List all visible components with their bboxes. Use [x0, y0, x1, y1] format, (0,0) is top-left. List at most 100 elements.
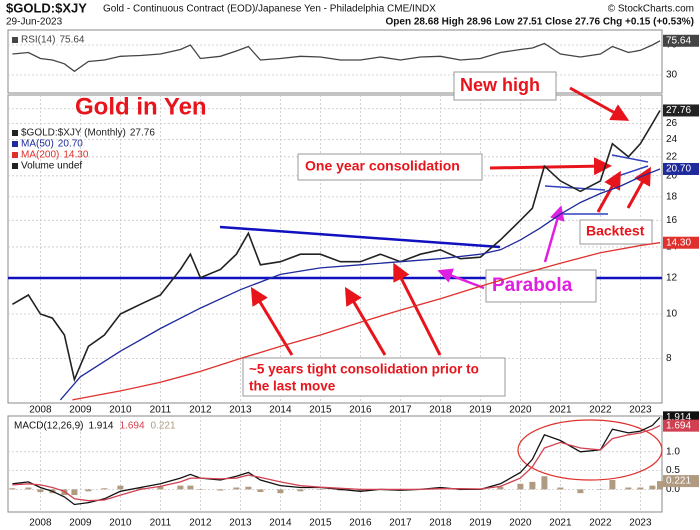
y-tick-label: 30 [666, 70, 678, 81]
legend-swatch [12, 152, 18, 158]
y-tick-label: 20 [666, 170, 678, 181]
legend-value: 1.914 [88, 421, 113, 432]
series-line [12, 425, 661, 502]
y-tick-label: 0.0 [666, 484, 680, 495]
last-value-label: 1.694 [666, 420, 691, 431]
x-tick-label: 2021 [549, 518, 572, 529]
legend-value: 1.694 [120, 421, 145, 432]
x-tick-label: 2022 [589, 405, 612, 416]
y-tick-label: 18 [666, 191, 678, 202]
histogram-bar [25, 487, 32, 490]
annotation-five-years: ~5 years tight consolidation prior to [249, 362, 479, 377]
x-tick-label: 2015 [309, 405, 332, 416]
histogram-bar [177, 485, 184, 490]
histogram-bar [609, 480, 616, 490]
last-value-label: 0.221 [666, 476, 691, 487]
legend-value: 27.76 [130, 128, 155, 139]
annotation-box [297, 153, 483, 181]
legend-swatch [12, 163, 18, 169]
y-tick-label: 10 [666, 309, 678, 320]
x-tick-label: 2023 [629, 518, 652, 529]
last-value-box [663, 162, 699, 175]
last-value-box [663, 236, 699, 249]
last-value-label: 1.914 [666, 412, 691, 423]
histogram-bar [71, 489, 78, 496]
histogram-bar [101, 488, 108, 490]
x-tick-label: 2019 [469, 518, 492, 529]
last-value-label: 75.64 [666, 35, 691, 46]
x-tick-label: 2020 [509, 518, 532, 529]
annotation-one-year: One year consolidation [305, 158, 460, 174]
histogram-bar [233, 487, 240, 490]
y-tick-label: 1.0 [666, 446, 680, 457]
y-tick-label: 12 [666, 272, 678, 283]
x-tick-label: 2012 [189, 518, 212, 529]
legend-label: MA(50) [21, 139, 54, 150]
y-tick-label: 8 [666, 353, 672, 364]
annotation-parabola: Parabola [492, 275, 573, 296]
histogram-bar [61, 489, 68, 496]
last-value-label: 20.70 [666, 164, 691, 175]
x-tick-label: 2009 [69, 405, 92, 416]
last-value-box [663, 104, 699, 117]
last-value-label: 27.76 [666, 105, 691, 116]
histogram-bar [497, 486, 504, 490]
histogram-bar [657, 481, 663, 490]
annotation-box [485, 269, 597, 303]
histogram-bar [597, 489, 604, 490]
x-tick-label: 2014 [269, 405, 292, 416]
x-tick-label: 2012 [189, 405, 212, 416]
legend-value: 75.64 [59, 35, 84, 46]
x-tick-label: 2008 [29, 518, 52, 529]
legend-label: MACD(12,26,9) [14, 421, 83, 432]
histogram-bar [357, 489, 364, 492]
legend-swatch [12, 130, 18, 136]
x-tick-label: 2018 [429, 405, 452, 416]
annotation-five-years: the last move [249, 379, 336, 394]
last-value-box [663, 475, 699, 488]
x-tick-label: 2010 [109, 518, 132, 529]
histogram-bar [529, 481, 536, 490]
x-tick-label: 2015 [309, 518, 332, 529]
histogram-bar [217, 489, 224, 491]
y-tick-label: 16 [666, 215, 678, 226]
symbol: $GOLD:$XJY [6, 0, 87, 15]
annotation-backtest: Backtest [586, 223, 645, 239]
histogram-bar [9, 488, 16, 490]
legend-label: RSI(14) [21, 35, 55, 46]
histogram-bar [317, 489, 324, 490]
histogram-bar [557, 487, 564, 490]
x-tick-label: 2019 [469, 405, 492, 416]
x-tick-label: 2010 [109, 405, 132, 416]
x-tick-label: 2014 [269, 518, 292, 529]
legend-label: Volume undef [21, 161, 82, 172]
last-value-label: 14.30 [666, 237, 691, 248]
histogram-bar [649, 485, 656, 490]
x-tick-label: 2013 [229, 518, 252, 529]
legend-value: 14.30 [63, 150, 88, 161]
y-tick-label: 22 [666, 151, 678, 162]
histogram-bar [517, 483, 524, 490]
x-tick-label: 2016 [349, 405, 372, 416]
legend-swatch [12, 141, 18, 147]
y-tick-label: 0.5 [666, 465, 680, 476]
x-tick-label: 2018 [429, 518, 452, 529]
legend-label: $GOLD:$XJY (Monthly) [21, 128, 126, 139]
date: 29-Jun-2023 [6, 17, 63, 28]
histogram-bar [277, 489, 284, 494]
series-line [12, 40, 661, 73]
x-tick-label: 2022 [589, 518, 612, 529]
x-tick-label: 2011 [150, 405, 172, 416]
series-line [11, 110, 661, 383]
histogram-bar [157, 486, 164, 490]
histogram-bar [37, 489, 44, 493]
x-tick-label: 2017 [389, 405, 412, 416]
y-tick-label: 26 [666, 118, 678, 129]
annotation-new-high: New high [460, 75, 540, 95]
histogram-bar [187, 485, 194, 490]
x-tick-label: 2017 [389, 518, 412, 529]
x-tick-label: 2013 [229, 405, 252, 416]
annotation-title: Gold in Yen [75, 93, 207, 120]
last-value-box [663, 34, 699, 47]
histogram-bar [117, 485, 124, 490]
